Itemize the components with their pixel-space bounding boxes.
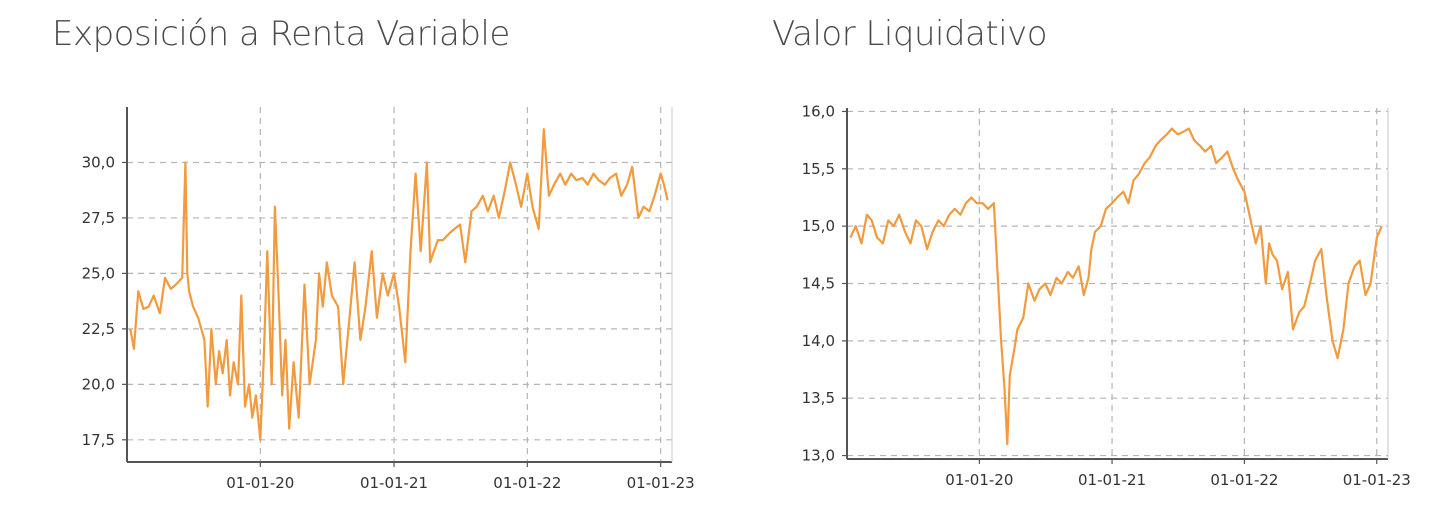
y-tick-label: 20,0	[82, 375, 115, 393]
x-tick-label: 01-01-21	[360, 474, 428, 492]
chart-valor-liquidativo: 13,0 13,5 14,0 14,5 15,0 15,5 16,0 01-01-20 01-0…	[802, 102, 1411, 489]
y-tick-label: 14,0	[802, 332, 835, 350]
y-tick-label: 30,0	[82, 153, 115, 171]
y-tick-label: 17,5	[82, 431, 115, 449]
y-tick-label: 14,5	[802, 275, 835, 293]
y-tick-label: 22,5	[82, 320, 115, 338]
series-line	[129, 128, 669, 441]
series-line	[849, 127, 1383, 446]
x-tick-label: 01-01-20	[226, 474, 294, 492]
chart-title-valor-liquidativo: Valor Liquidativo	[772, 14, 1048, 54]
x-tick-label: 01-01-22	[493, 474, 561, 492]
x-tick-label: 01-01-21	[1078, 471, 1146, 489]
chart-title-renta-variable: Exposición a Renta Variable	[52, 14, 510, 54]
y-tick-label: 13,5	[802, 389, 835, 407]
y-tick-label: 25,0	[82, 264, 115, 282]
chart-renta-variable: 17,5 20,0 22,5 25,0 27,5 30,0 01-01-20 01-01-21…	[82, 107, 695, 492]
y-tick-label: 16,0	[802, 102, 835, 120]
y-tick-label: 15,0	[802, 217, 835, 235]
x-tick-label: 01-01-23	[627, 474, 695, 492]
y-tick-label: 15,5	[802, 160, 835, 178]
y-tick-label: 27,5	[82, 209, 115, 227]
x-tick-label: 01-01-20	[945, 471, 1013, 489]
x-tick-label: 01-01-22	[1210, 471, 1278, 489]
x-tick-label: 01-01-23	[1343, 471, 1411, 489]
y-tick-label: 13,0	[802, 447, 835, 465]
